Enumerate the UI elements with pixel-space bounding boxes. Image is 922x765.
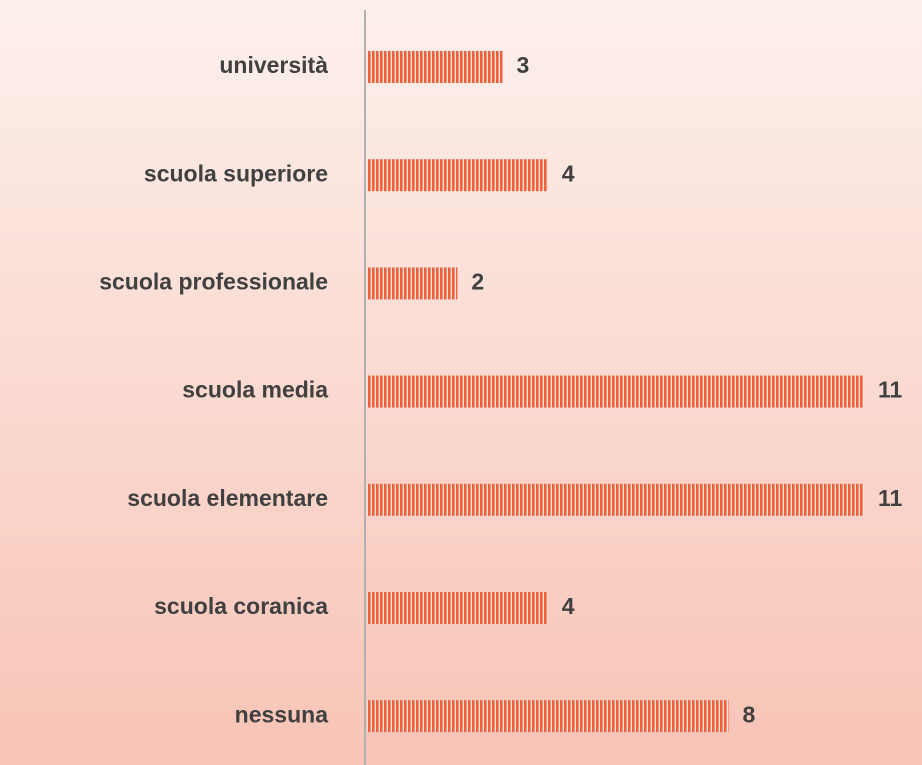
value-label: 11 [878, 377, 903, 403]
bar [367, 267, 458, 300]
category-label: scuola coranica [154, 593, 328, 619]
bar [367, 592, 548, 624]
bar [367, 159, 548, 192]
value-label: 8 [742, 701, 755, 727]
value-label: 4 [562, 160, 575, 186]
value-label: 11 [878, 485, 903, 511]
category-label: scuola professionale [99, 268, 328, 294]
value-label: 3 [517, 52, 530, 78]
value-label: 4 [562, 593, 575, 619]
category-label: nessuna [235, 701, 329, 727]
bar [367, 375, 864, 408]
bar [367, 51, 503, 83]
category-label: scuola superiore [144, 160, 328, 186]
category-label: scuola elementare [127, 485, 328, 511]
category-label: università [219, 52, 328, 78]
bar [367, 483, 864, 516]
value-label: 2 [471, 268, 484, 294]
bar [367, 700, 729, 733]
category-label: scuola media [182, 377, 328, 403]
